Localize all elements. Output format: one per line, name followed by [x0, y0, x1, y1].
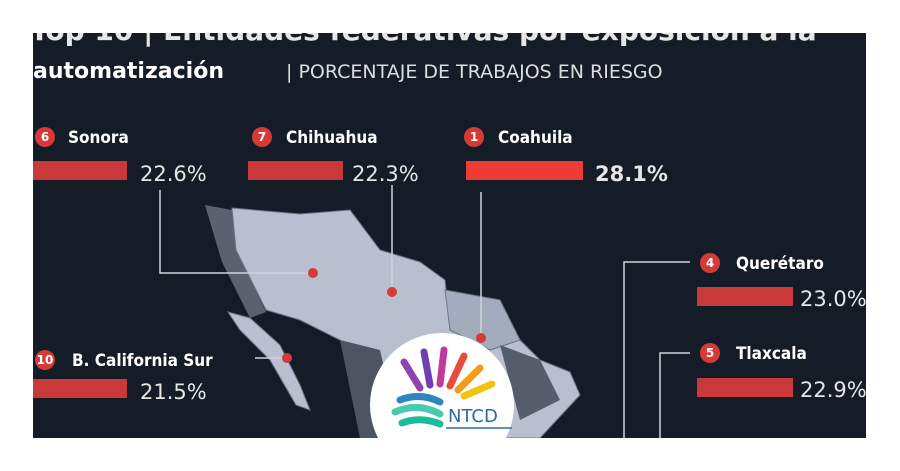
- rank: 5: [706, 346, 714, 360]
- bar: [248, 161, 343, 180]
- rank-badge: [35, 127, 55, 147]
- map-region: [444, 289, 521, 351]
- markers: [282, 268, 486, 363]
- items: 6 Sonora 22.6% 7 Chihuahua 22.3% 1 Coahuila 28.1…: [33, 127, 867, 404]
- bar: [33, 161, 127, 180]
- map-region: [226, 311, 311, 411]
- value-label: 28.1%: [595, 162, 668, 186]
- rank-badge: [252, 127, 272, 147]
- state-name: Chihuahua: [286, 128, 378, 148]
- value-label: 22.9%: [800, 378, 867, 402]
- bar: [33, 379, 127, 398]
- rank: 7: [258, 130, 266, 144]
- value-label: 22.6%: [140, 162, 207, 186]
- state-name: Querétaro: [736, 254, 824, 274]
- bar: [466, 161, 583, 180]
- state-name: B. California Sur: [72, 351, 213, 371]
- bar: [697, 378, 793, 397]
- subtitle: | PORCENTAJE DE TRABAJOS EN RIESGO: [286, 61, 663, 83]
- value-label: 21.5%: [140, 380, 207, 404]
- map-region: [500, 345, 560, 420]
- state-name: Coahuila: [498, 128, 573, 148]
- title: Top 10 | Entidades federativas por expos…: [30, 14, 817, 47]
- rank-badge: [464, 127, 484, 147]
- bar: [697, 287, 793, 306]
- logo: NTCD: [370, 333, 514, 471]
- value-label: 22.3%: [352, 162, 419, 186]
- map-region: [205, 205, 266, 318]
- rank-badge: [700, 253, 720, 273]
- rank: 10: [37, 353, 54, 367]
- state-name: Sonora: [68, 128, 129, 148]
- connectors: [159, 185, 690, 438]
- subtitle-bold: automatización: [33, 59, 224, 84]
- state-name: Tlaxcala: [736, 344, 807, 364]
- logo-text: NTCD: [448, 406, 498, 427]
- rank: 4: [706, 256, 714, 270]
- value-label: 23.0%: [800, 287, 867, 311]
- rank-badge: [700, 343, 720, 363]
- rank-badge: [35, 350, 55, 370]
- rank: 6: [41, 130, 49, 144]
- rank: 1: [470, 130, 478, 144]
